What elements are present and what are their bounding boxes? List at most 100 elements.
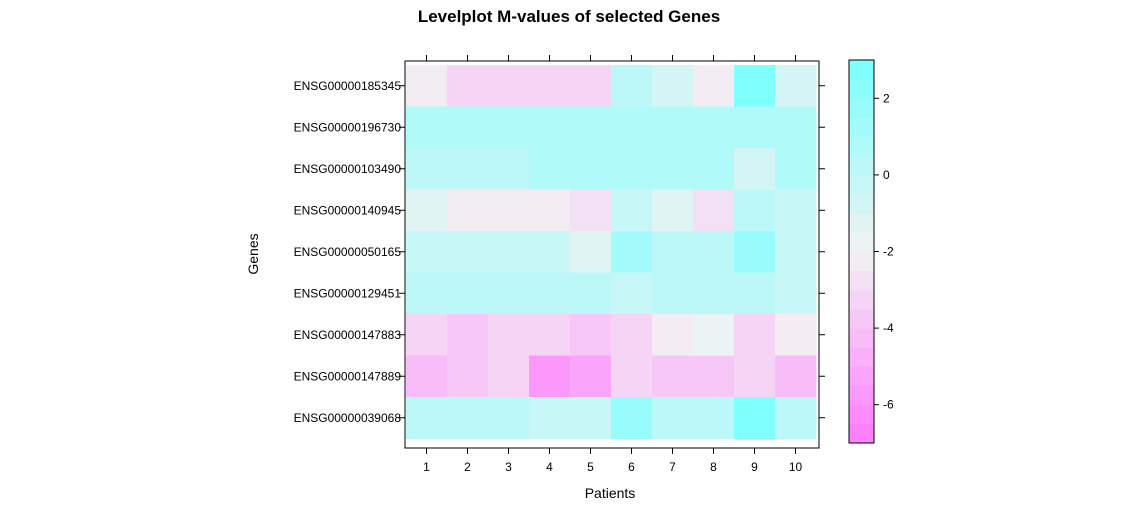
heatmap-cell [611,189,653,232]
y-axis-title: Genes [245,233,261,274]
heatmap-cell [529,231,571,273]
x-tick-label: 3 [505,460,512,474]
x-tick-label: 2 [464,460,471,474]
y-tick-label: ENSG00000196730 [294,120,402,134]
heatmap-cell [488,65,530,107]
heatmap-cell [570,189,612,232]
color-key-band [849,328,874,348]
heatmap-cell [693,272,735,315]
heatmap-cell [570,272,612,315]
heatmap-cell [406,314,448,356]
y-tick-label: ENSG00000140945 [294,203,402,217]
chart-title: Levelplot M-values of selected Genes [418,7,720,26]
color-key-tick-label: 2 [883,91,890,105]
color-key-band [849,194,874,214]
color-key-band [849,213,874,233]
panel-border [404,60,820,449]
heatmap-cell [734,231,776,273]
x-tick-label: 5 [587,460,594,474]
heatmap-cell [775,65,817,107]
color-key-band [849,232,874,252]
heatmap-cell [529,189,571,232]
heatmap-cell [447,65,489,107]
heatmap-cell [775,355,817,398]
heatmap-cell [693,106,735,149]
color-key-tick-label: -2 [883,245,894,259]
heatmap-cell [529,355,571,398]
heatmap-cell [570,397,612,439]
heatmap-cell [611,65,653,107]
heatmap-cell [652,106,694,149]
heatmap-cell [652,397,694,439]
heatmap-cell [529,148,571,190]
y-tick-label: ENSG00000185345 [294,79,402,93]
color-key-band [849,155,874,176]
heatmap-cell [406,189,448,232]
heatmap-cell [775,231,817,273]
heatmap-cell [611,314,653,356]
heatmap-cell [693,148,735,190]
color-key-band [849,174,874,195]
heatmap-cell [734,65,776,107]
heatmap-cell [693,314,735,356]
heatmap-cell [693,189,735,232]
x-tick-label: 1 [423,460,430,474]
color-key-band [849,366,874,387]
heatmap-cell [775,314,817,356]
y-tick-label: ENSG00000050165 [294,245,402,259]
heatmap-cell [447,189,489,232]
heatmap-cell [652,355,694,398]
y-tick-label: ENSG00000147889 [294,369,402,383]
color-key-band [849,270,874,291]
heatmap-cell [693,355,735,398]
heatmap-cell [775,272,817,315]
x-axis-title: Patients [585,485,636,501]
heatmap-cell [488,189,530,232]
heatmap-cell [488,106,530,149]
x-tick-label: 10 [789,460,803,474]
heatmap-cell [529,106,571,149]
heatmap-cell [734,106,776,149]
y-tick-label: ENSG00000103490 [294,162,402,176]
color-key-band [849,385,874,406]
heatmap-cell [406,231,448,273]
x-tick-label: 7 [669,460,676,474]
heatmap-cell [447,272,489,315]
heatmap-cell [529,314,571,356]
x-tick-label: 9 [751,460,758,474]
heatmap-cell [775,148,817,190]
heatmap-cell [775,106,817,149]
heatmap-cell [652,148,694,190]
heatmap-cell [488,272,530,315]
heatmap-cell [734,148,776,190]
heatmap-cell [447,314,489,356]
heatmap-cell [447,148,489,190]
heatmap-cell [570,355,612,398]
heatmap-cell [406,148,448,190]
color-key-band [849,117,874,138]
color-key-band [849,136,874,157]
heatmap-cell [570,65,612,107]
y-tick-label: ENSG00000129451 [294,286,402,300]
color-key-tick-label: 0 [883,168,890,182]
axes: 1 2 3 4 5 6 7 8 9 10 ENSG00000185345 ENSG0000019673… [294,55,825,474]
heatmap-cell [570,106,612,149]
heatmap-cell [406,355,448,398]
heatmap-cell [775,397,817,439]
heatmap-cell [406,272,448,315]
heatmap-cell [652,314,694,356]
color-key-band [849,347,874,367]
heatmap-cell [406,106,448,149]
heatmap-cell [652,231,694,273]
heatmap-cell [693,231,735,273]
heatmap-cell [529,65,571,107]
heatmap-cell [734,355,776,398]
color-key-tick-label: -4 [883,321,894,335]
color-key-band [849,289,874,310]
heatmap-cell [652,272,694,315]
y-tick-label: ENSG00000147883 [294,328,402,342]
heatmap-cell [611,148,653,190]
heatmap-cell [775,189,817,232]
color-key-band [849,60,874,80]
heatmap-cell [447,355,489,398]
